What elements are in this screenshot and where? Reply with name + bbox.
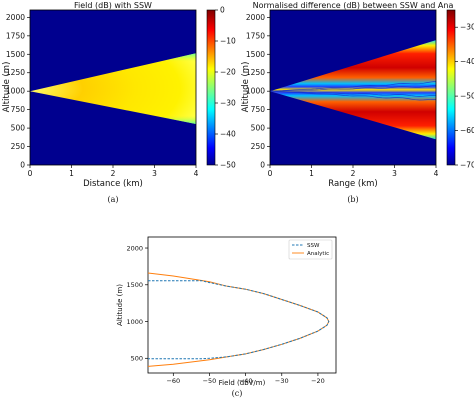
panel-a-colorbar-ticks: 0 −10 −20 −30 −40 −50 (215, 6, 236, 170)
panel-a-colorbar (206, 9, 216, 166)
panel-a-beam-edge (30, 53, 196, 125)
colorbar-tick-label: −50 (220, 161, 236, 170)
panel-b-colorbar-ticks: −30 −40 −50 −60 −70 (455, 23, 474, 170)
panel-c-legend: SSW Analytic (288, 239, 333, 260)
x-tick-label: −50 (203, 377, 217, 385)
y-tick-label: 250 (11, 142, 26, 151)
x-tick-label: −40 (239, 377, 253, 385)
beam-stripe (270, 90, 436, 97)
y-tick-label: 1000 (126, 318, 143, 326)
x-tick-label: 2 (111, 169, 116, 178)
x-tick-label: −30 (275, 377, 289, 385)
legend-analytic-label: Analytic (307, 251, 329, 257)
panel-b-title: Normalised difference (dB) between SSW a… (253, 1, 454, 10)
colorbar-tick-label: −40 (460, 57, 474, 66)
x-tick-label: 4 (434, 169, 439, 178)
caption-a: (a) (107, 195, 118, 204)
y-tick-label: 250 (251, 142, 266, 151)
panel-c-xlabel: Field (dbV/m) (219, 379, 266, 387)
panel-c-series (147, 272, 330, 367)
panel-b-xlabel: Range (km) (328, 179, 377, 189)
x-tick-label: 4 (194, 169, 199, 178)
x-tick-label: 1 (309, 169, 314, 178)
panel-b-y-ticks: 0 250 500 750 1000 1250 1500 1750 2000 (246, 13, 270, 170)
x-tick-label: −60 (166, 377, 180, 385)
y-tick-label: 1500 (6, 50, 25, 59)
panel-b-beam (270, 40, 436, 140)
y-tick-label: 750 (11, 105, 26, 114)
panel-b: Normalised difference (dB) between SSW a… (241, 1, 474, 204)
x-tick-label: 0 (268, 169, 273, 178)
colorbar-tick-label: −10 (220, 37, 236, 46)
y-tick-label: 1500 (246, 50, 265, 59)
colorbar-tick-label: −30 (220, 99, 236, 108)
caption-c: (c) (232, 389, 243, 398)
colorbar-tick-label: −30 (460, 23, 474, 32)
y-tick-label: 1000 (246, 87, 265, 96)
y-tick-label: 500 (11, 124, 26, 133)
panel-a: Field (dB) with SSW 0 1 2 3 4 0 250 500 750 1000… (2, 1, 236, 204)
x-tick-label: 1 (69, 169, 74, 178)
legend-ssw-label: SSW (307, 243, 320, 249)
panel-b-ylabel: Altitude (m) (241, 62, 251, 113)
panel-c-ylabel: Altitude (m) (116, 284, 124, 326)
colorbar-tick-label: −60 (460, 126, 474, 135)
y-tick-label: 750 (251, 105, 266, 114)
panel-c-y-ticks: 500 1000 1500 2000 (126, 244, 148, 363)
colorbar-tick-label: −40 (220, 130, 236, 139)
beam-stripe (270, 81, 436, 92)
y-tick-label: 1750 (6, 31, 25, 40)
y-tick-label: 500 (251, 124, 266, 133)
x-tick-label: 3 (392, 169, 397, 178)
y-tick-label: 1750 (246, 31, 265, 40)
y-tick-label: 500 (131, 355, 143, 363)
panel-b-x-ticks: 0 1 2 3 4 (268, 165, 439, 178)
panel-b-beam-stripes (270, 81, 436, 101)
panel-a-x-ticks: 0 1 2 3 4 (28, 165, 199, 178)
y-tick-label: 0 (260, 161, 265, 170)
y-tick-label: 1250 (6, 68, 25, 77)
y-tick-label: 2000 (126, 244, 143, 252)
x-tick-label: 3 (152, 169, 157, 178)
series-line-ssw (148, 280, 330, 360)
y-tick-label: 1500 (126, 281, 143, 289)
panel-a-y-ticks: 0 250 500 750 1000 1250 1500 1750 2000 (6, 13, 30, 170)
panel-b-colorbar (446, 9, 456, 166)
panel-a-xlabel: Distance (km) (83, 179, 143, 189)
colorbar-tick-label: −50 (460, 92, 474, 101)
panel-c: −60 −50 −40 −30 −20 500 1000 1500 2000 SSW Anal… (116, 236, 337, 398)
beam-stripe (270, 90, 436, 101)
panel-a-ylabel: Altitude (m) (2, 62, 12, 113)
x-tick-label: 0 (28, 169, 33, 178)
colorbar-tick-label: −70 (460, 161, 474, 170)
panel-c-x-ticks: −60 −50 −40 −30 −20 (166, 373, 325, 385)
x-tick-label: 2 (351, 169, 356, 178)
y-tick-label: 0 (20, 161, 25, 170)
panel-a-title: Field (dB) with SSW (74, 1, 152, 10)
y-tick-label: 1000 (6, 87, 25, 96)
colorbar-tick-label: 0 (220, 6, 225, 15)
y-tick-label: 2000 (246, 13, 265, 22)
y-tick-label: 2000 (6, 13, 25, 22)
beam-stripe (270, 85, 436, 92)
legend-box (288, 239, 333, 260)
colorbar-tick-label: −20 (220, 68, 236, 77)
panel-c-frame (147, 236, 337, 374)
caption-b: (b) (347, 195, 358, 204)
x-tick-label: −20 (311, 377, 325, 385)
y-tick-label: 1250 (246, 68, 265, 77)
